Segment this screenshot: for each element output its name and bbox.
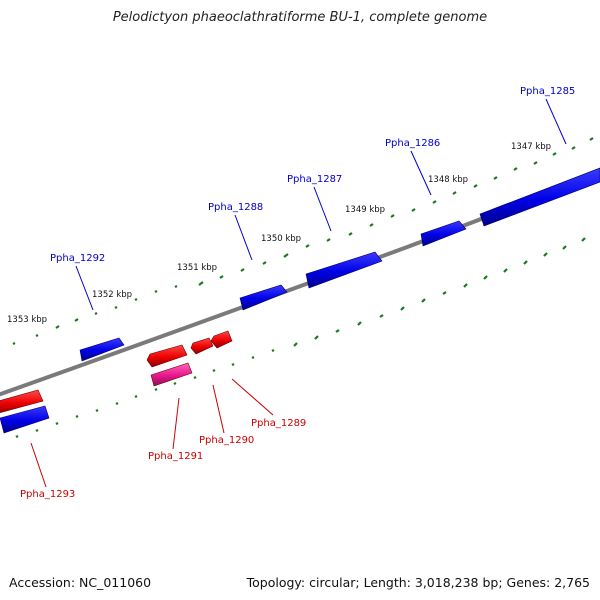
tick-mark xyxy=(562,245,567,250)
leader-line-ppha-1292 xyxy=(75,265,94,311)
gene-label-ppha-1287: Ppha_1287 xyxy=(287,174,342,185)
tick-mark xyxy=(219,275,224,279)
gene-ppha-1286[interactable] xyxy=(420,220,467,247)
tick-mark xyxy=(335,329,340,333)
tick-mark xyxy=(198,281,204,286)
tick-mark xyxy=(55,325,60,329)
gene-label-ppha-1288: Ppha_1288 xyxy=(208,202,263,213)
tick-mark xyxy=(348,232,353,236)
tick-mark xyxy=(314,335,319,340)
scale-label-1347kbp: 1347 kbp xyxy=(511,142,551,152)
tick-mark xyxy=(95,409,99,412)
tick-mark xyxy=(503,268,508,273)
leader-line-ppha-1289 xyxy=(231,378,274,416)
tick-mark xyxy=(212,369,216,372)
tick-mark xyxy=(421,298,426,303)
gene-label-ppha-1285: Ppha_1285 xyxy=(520,86,575,97)
tick-mark xyxy=(154,388,158,391)
tick-mark xyxy=(75,415,79,418)
tick-mark xyxy=(543,252,548,257)
tick-mark xyxy=(134,298,138,301)
page-title: Pelodictyon phaeoclathratiforme BU-1, co… xyxy=(112,10,488,25)
tick-mark xyxy=(432,200,437,204)
tick-mark xyxy=(154,290,158,293)
scale-label-1348kbp: 1348 kbp xyxy=(428,175,468,185)
gene-label-ppha-1292: Ppha_1292 xyxy=(50,253,105,264)
tick-mark xyxy=(463,283,468,288)
scale-label-1352kbp: 1352 kbp xyxy=(92,290,132,300)
gene-ppha-1288[interactable] xyxy=(239,284,288,311)
tick-mark xyxy=(305,244,310,248)
tick-mark xyxy=(15,435,19,438)
tick-mark xyxy=(251,356,255,359)
tick-mark xyxy=(326,238,331,242)
leader-line-ppha-1293 xyxy=(30,442,47,488)
tick-mark xyxy=(390,214,395,218)
tick-mark xyxy=(262,261,267,265)
tick-mark xyxy=(114,306,118,309)
gene-label-ppha-1293: Ppha_1293 xyxy=(20,489,75,500)
tick-mark xyxy=(293,342,298,347)
tick-mark xyxy=(533,161,538,165)
tick-mark xyxy=(35,429,39,432)
tick-mark xyxy=(571,146,576,150)
leader-line-ppha-1288 xyxy=(234,214,253,261)
gene-label-ppha-1286: Ppha_1286 xyxy=(385,138,440,149)
topology-summary: Topology: circular; Length: 3,018,238 bp… xyxy=(246,575,590,590)
leader-line-ppha-1290 xyxy=(212,384,225,434)
gene-ppha-1293[interactable] xyxy=(0,389,44,414)
scale-label-1351kbp: 1351 kbp xyxy=(177,263,217,273)
tick-mark xyxy=(552,152,557,156)
gene-ppha-1292[interactable] xyxy=(79,337,125,362)
gene-ppha-1291-pseudo[interactable] xyxy=(150,362,193,387)
tick-mark xyxy=(493,176,498,180)
tick-mark xyxy=(174,285,178,288)
tick-mark xyxy=(134,395,138,398)
tick-mark xyxy=(589,137,594,141)
scale-label-1353kbp: 1353 kbp xyxy=(7,315,47,325)
tick-mark xyxy=(193,376,197,379)
tick-mark xyxy=(283,253,289,258)
gene-label-ppha-1290: Ppha_1290 xyxy=(199,435,254,446)
tick-mark xyxy=(115,402,119,405)
tick-mark xyxy=(452,191,457,195)
tick-mark xyxy=(271,349,275,352)
tick-mark xyxy=(35,334,39,337)
gene-label-ppha-1291: Ppha_1291 xyxy=(148,451,203,462)
tick-mark xyxy=(94,312,98,315)
gene-ppha-1287[interactable] xyxy=(305,251,383,289)
tick-mark xyxy=(473,184,478,188)
tick-mark xyxy=(400,306,405,311)
gene-ppha-1291[interactable] xyxy=(146,344,188,368)
leader-line-ppha-1286 xyxy=(410,150,432,196)
tick-mark xyxy=(12,342,16,345)
tick-mark xyxy=(411,208,416,212)
leader-line-ppha-1291 xyxy=(172,397,180,450)
tick-mark xyxy=(74,318,79,322)
gene-ppha-1289[interactable] xyxy=(210,330,233,349)
tick-mark xyxy=(357,321,362,326)
accession-text: Accession: NC_011060 xyxy=(9,575,152,590)
scale-label-1350kbp: 1350 kbp xyxy=(261,234,301,244)
tick-mark xyxy=(55,422,59,425)
tick-mark xyxy=(379,314,384,318)
gene-ppha-1285[interactable] xyxy=(479,167,600,227)
tick-mark xyxy=(513,167,518,171)
tick-mark xyxy=(483,275,488,280)
tick-mark xyxy=(581,237,586,242)
gene-ppha-1293-forward[interactable] xyxy=(0,405,50,434)
tick-mark xyxy=(523,260,528,265)
tick-mark xyxy=(240,268,245,272)
gene-label-ppha-1289: Ppha_1289 xyxy=(251,418,306,429)
tick-mark xyxy=(369,223,374,227)
tick-mark xyxy=(231,363,235,366)
leader-line-ppha-1287 xyxy=(313,186,332,232)
tick-mark xyxy=(173,382,177,385)
leader-line-ppha-1285 xyxy=(545,98,567,145)
gene-ppha-1290[interactable] xyxy=(190,337,214,355)
scale-label-1349kbp: 1349 kbp xyxy=(345,205,385,215)
tick-mark xyxy=(442,291,447,295)
